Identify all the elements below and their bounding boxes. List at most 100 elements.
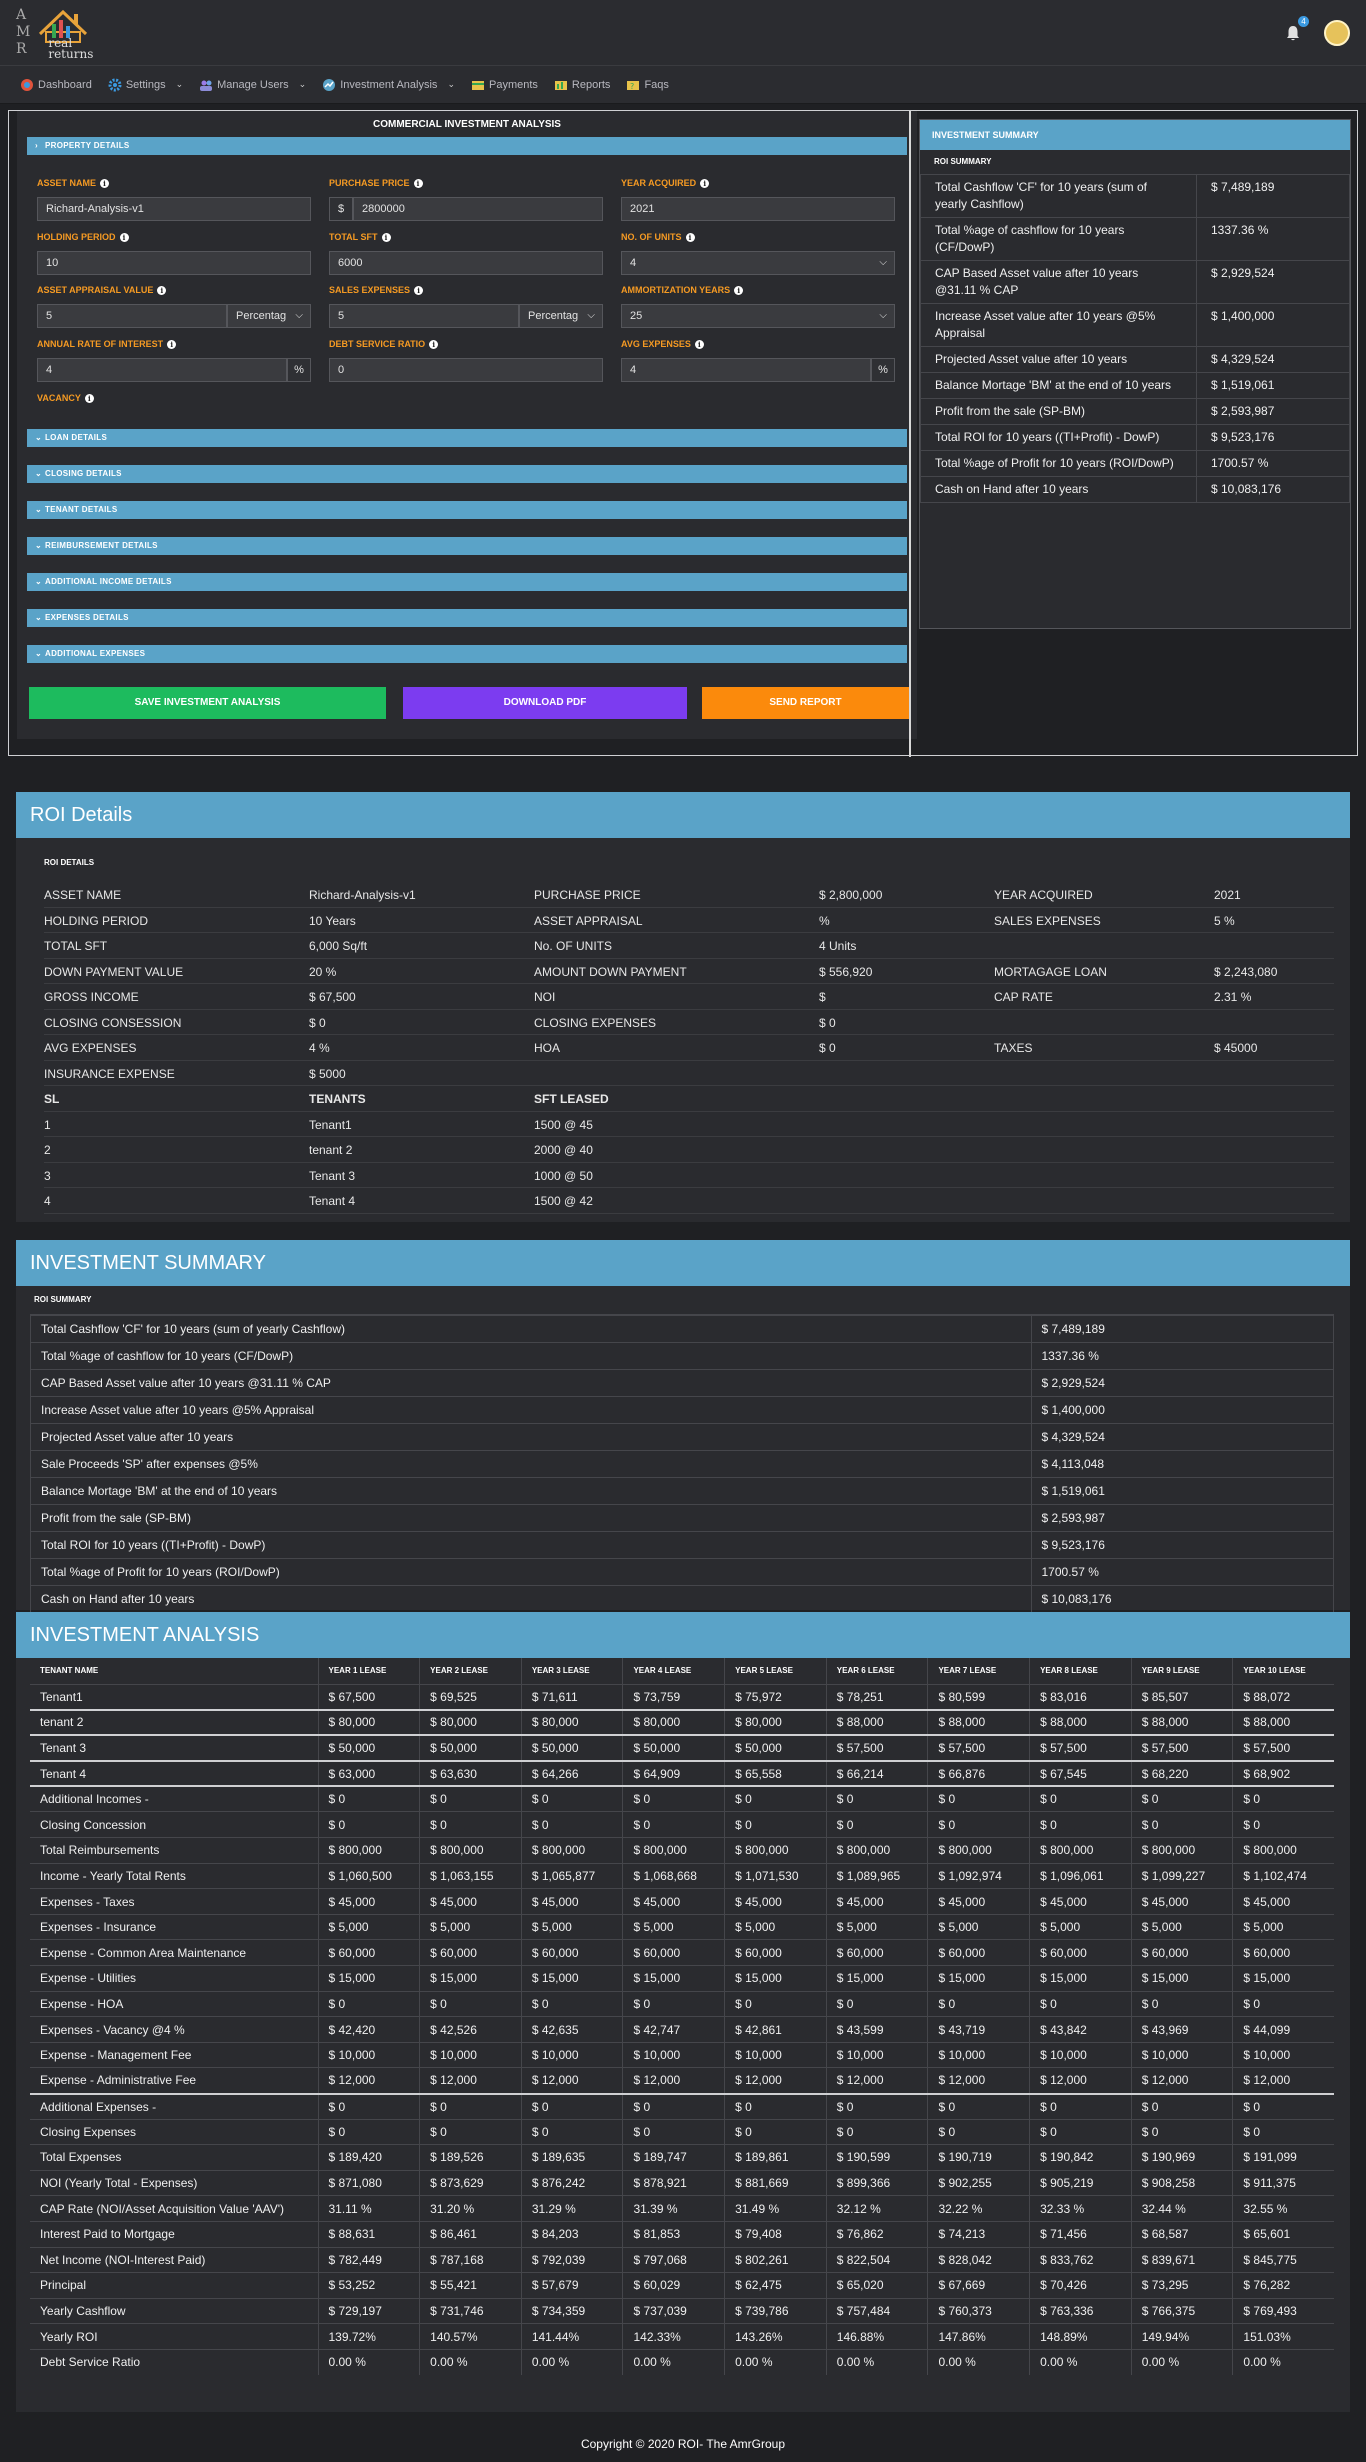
asset-name-input[interactable]: Richard-Analysis-v1 bbox=[37, 197, 311, 221]
accordion-property-details[interactable]: › PROPERTY DETAILS bbox=[27, 137, 907, 155]
info-icon[interactable]: i bbox=[700, 178, 710, 188]
analysis-cell: $ 0 bbox=[825, 1811, 928, 1838]
summary-key: Total %age of cashflow for 10 years (CF/… bbox=[31, 1342, 1031, 1370]
info-icon[interactable]: i bbox=[84, 393, 94, 403]
accordion-reimbursement-details[interactable]: ⌄ REIMBURSEMENT DETAILS bbox=[27, 537, 907, 555]
analysis-cell: 31.49 % bbox=[724, 2195, 827, 2222]
holding-period-input[interactable]: 10 bbox=[37, 251, 311, 275]
summary-value: $ 7,489,189 bbox=[1196, 174, 1350, 218]
info-icon[interactable]: i bbox=[685, 232, 695, 242]
nav-label: Dashboard bbox=[38, 78, 92, 91]
summary-value: $ 1,400,000 bbox=[1196, 303, 1350, 347]
amortization-select[interactable]: 25 ⌵ bbox=[621, 304, 895, 328]
info-icon[interactable]: i bbox=[167, 339, 177, 349]
units-select[interactable]: 4 ⌵ bbox=[621, 251, 895, 275]
analysis-cell: $ 1,089,965 bbox=[825, 1862, 928, 1889]
tenant-cell: Tenant 3 bbox=[309, 1168, 356, 1183]
info-icon[interactable]: i bbox=[157, 285, 167, 295]
save-analysis-button[interactable]: SAVE INVESTMENT ANALYSIS bbox=[29, 687, 386, 719]
analysis-cell: $ 871,080 bbox=[317, 2169, 420, 2196]
summary-value: 1337.36 % bbox=[1196, 217, 1350, 261]
info-icon[interactable]: i bbox=[119, 232, 129, 242]
sales-expenses-input[interactable]: 5 bbox=[329, 304, 519, 328]
analysis-row-label: Net Income (NOI-Interest Paid) bbox=[30, 2246, 318, 2273]
summary-key: Increase Asset value after 10 years @5% … bbox=[920, 303, 1197, 347]
appraisal-input[interactable]: 5 bbox=[37, 304, 227, 328]
info-icon[interactable]: i bbox=[429, 339, 439, 349]
analysis-cell: $ 50,000 bbox=[317, 1734, 420, 1761]
analysis-cell: $ 0 bbox=[520, 1990, 623, 2017]
analysis-row: Total Reimbursements $ 800,000 $ 800,000 $ … bbox=[30, 1837, 1334, 1864]
debt-service-input[interactable]: 0 bbox=[329, 358, 603, 382]
avg-expenses-input[interactable]: 4 bbox=[621, 358, 871, 382]
nav-reports[interactable]: Reports bbox=[548, 78, 617, 92]
nav-dashboard[interactable]: Dashboard bbox=[14, 78, 98, 92]
analysis-cell: $ 45,000 bbox=[622, 1888, 725, 1915]
analysis-cell: 0.00 % bbox=[1232, 2348, 1334, 2376]
bell-icon[interactable]: 4 bbox=[1284, 15, 1309, 42]
analysis-cell: $ 62,475 bbox=[724, 2272, 827, 2299]
summary-value: $ 2,929,524 bbox=[1030, 1369, 1333, 1397]
total-sft-input[interactable]: 6000 bbox=[329, 251, 603, 275]
info-icon[interactable]: i bbox=[734, 285, 744, 295]
accordion-label: PROPERTY DETAILS bbox=[45, 141, 130, 150]
nav-payments[interactable]: Payments bbox=[465, 78, 544, 92]
accordion-additional-expenses[interactable]: ⌄ ADDITIONAL EXPENSES bbox=[27, 645, 907, 663]
purchase-price-label: PURCHASE PRICE i bbox=[329, 178, 423, 188]
analysis-workspace: COMMERCIAL INVESTMENT ANALYSIS › PROPERT… bbox=[8, 110, 1358, 757]
nav-investment-analysis[interactable]: Investment Analysis ⌄ bbox=[316, 78, 461, 92]
info-icon[interactable]: i bbox=[414, 285, 424, 295]
analysis-cell: $ 45,000 bbox=[1029, 1888, 1132, 1915]
analysis-row-label: Tenant 4 bbox=[30, 1759, 318, 1787]
summary-row: Total %age of Profit for 10 years (ROI/D… bbox=[920, 450, 1350, 477]
analysis-row: Expense - Management Fee $ 10,000 $ 10,000… bbox=[30, 2041, 1334, 2068]
purchase-price-input[interactable]: 2800000 bbox=[353, 197, 603, 221]
accordion-loan-details[interactable]: ⌄ LOAN DETAILS bbox=[27, 429, 907, 447]
investment-summary-subheader: ROI SUMMARY bbox=[34, 1295, 92, 1304]
accordion-additional-income[interactable]: ⌄ ADDITIONAL INCOME DETAILS bbox=[27, 573, 907, 591]
analysis-cell: $ 1,060,500 bbox=[317, 1862, 420, 1889]
download-pdf-button[interactable]: DOWNLOAD PDF bbox=[403, 687, 687, 719]
appraisal-unit-select[interactable]: Percentag ⌵ bbox=[227, 304, 311, 328]
sales-unit-select[interactable]: Percentag ⌵ bbox=[519, 304, 603, 328]
nav-settings[interactable]: Settings ⌄ bbox=[102, 78, 189, 92]
analysis-cell: 32.55 % bbox=[1232, 2195, 1334, 2222]
analysis-row: Yearly ROI 139.72% 140.57% 141.44% 142.33% 14… bbox=[30, 2323, 1334, 2350]
investment-summary-table-wrap: Total Cashflow 'CF' for 10 years (sum of… bbox=[30, 1314, 1334, 1613]
column-header: TENANT NAME bbox=[30, 1658, 318, 1685]
amortization-label: AMMORTIZATION YEARS i bbox=[621, 285, 744, 295]
info-icon[interactable]: i bbox=[381, 232, 391, 242]
roi-detail-value: 10 Years bbox=[309, 913, 356, 928]
analysis-row-label: Expense - Common Area Maintenance bbox=[30, 1939, 318, 1966]
summary-value: $ 2,593,987 bbox=[1196, 398, 1350, 425]
roi-detail-value: $ 0 bbox=[819, 1015, 836, 1030]
roi-detail-key: NOI bbox=[534, 990, 556, 1004]
label-text: TOTAL SFT bbox=[329, 232, 378, 242]
select-value: 4 bbox=[630, 257, 637, 269]
brand-logo[interactable]: A M R real returns bbox=[16, 4, 93, 62]
analysis-cell: $ 42,635 bbox=[520, 2016, 623, 2043]
analysis-cell: $ 10,000 bbox=[927, 2041, 1030, 2068]
accordion-closing-details[interactable]: ⌄ CLOSING DETAILS bbox=[27, 465, 907, 483]
analysis-cell: $ 12,000 bbox=[520, 2067, 623, 2094]
send-report-button[interactable]: SEND REPORT bbox=[702, 687, 909, 719]
analysis-cell: $ 800,000 bbox=[1232, 1837, 1334, 1864]
analysis-cell: $ 5,000 bbox=[1232, 1913, 1334, 1940]
summary-row: Balance Mortage 'BM' at the end of 10 ye… bbox=[31, 1477, 1333, 1505]
info-icon[interactable]: i bbox=[100, 178, 110, 188]
nav-label: Investment Analysis bbox=[340, 78, 438, 91]
analysis-cell: $ 0 bbox=[724, 1990, 827, 2017]
avatar[interactable] bbox=[1324, 19, 1350, 46]
accordion-expenses-details[interactable]: ⌄ EXPENSES DETAILS bbox=[27, 609, 907, 627]
analysis-cell: $ 0 bbox=[927, 1811, 1030, 1838]
nav-manage-users[interactable]: Manage Users ⌄ bbox=[193, 78, 312, 92]
info-icon[interactable]: i bbox=[694, 339, 704, 349]
info-icon[interactable]: i bbox=[413, 178, 423, 188]
analysis-cell: $ 0 bbox=[419, 2092, 522, 2120]
interest-rate-input[interactable]: 4 bbox=[37, 358, 287, 382]
accordion-tenant-details[interactable]: ⌄ TENANT DETAILS bbox=[27, 501, 907, 519]
nav-faqs[interactable]: ? Faqs bbox=[620, 78, 674, 92]
analysis-cell: $ 68,220 bbox=[1130, 1759, 1233, 1787]
year-acquired-input[interactable]: 2021 bbox=[621, 197, 895, 221]
holding-period-label: HOLDING PERIOD i bbox=[37, 232, 129, 242]
